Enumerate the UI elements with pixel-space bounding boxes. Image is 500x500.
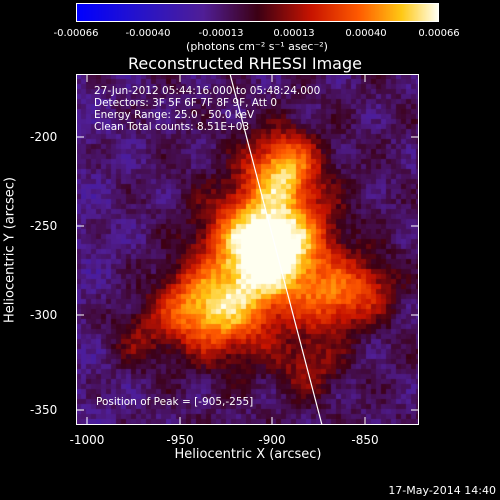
info-time-range: 27-Jun-2012 05:44:16.000 to 05:48:24.000 — [94, 85, 321, 97]
footer-date: 17-May-2014 14:40 — [388, 484, 496, 497]
x-axis-label: Heliocentric X (arcsec) — [174, 447, 322, 462]
colorbar-unit-label: (photons cm⁻² s⁻¹ asec⁻²) — [186, 40, 328, 53]
solar-limb-line — [229, 74, 323, 425]
colorbar-tick-label: 0.00040 — [345, 28, 387, 39]
rhessi-intensity-map — [76, 74, 419, 425]
plot-frame — [76, 74, 419, 425]
colorbar-tick-label: -0.00013 — [198, 28, 244, 39]
y-axis-label: Heliocentric Y (arcsec) — [2, 177, 18, 323]
info-clean-counts: Clean Total counts: 8.51E+03 — [94, 121, 250, 133]
x-tick-label: -950 — [166, 433, 194, 447]
colorbar-tick-label: 0.00013 — [273, 28, 315, 39]
y-tick-label: -300 — [30, 308, 58, 322]
y-tick-label: -200 — [30, 130, 58, 144]
x-tick-label: -1000 — [69, 433, 105, 447]
image-title: Reconstructed RHESSI Image — [128, 54, 362, 73]
colorbar-tick-label: 0.00066 — [418, 28, 460, 39]
colorbar-tick-label: -0.00066 — [53, 28, 99, 39]
info-detectors: Detectors: 3F 5F 6F 7F 8F 9F, Att 0 — [94, 97, 278, 109]
plot-overlay — [76, 74, 419, 425]
y-tick-label: -250 — [30, 219, 58, 233]
peak-position-label: Position of Peak = [-905,-255] — [96, 396, 254, 408]
y-tick-label: -350 — [30, 403, 58, 417]
x-tick-label: -900 — [258, 433, 286, 447]
colorbar — [76, 3, 439, 22]
rhessi-image-plot: 27-Jun-2012 05:44:16.000 to 05:48:24.000… — [76, 74, 419, 425]
colorbar-tick-label: -0.00040 — [125, 28, 171, 39]
info-energy-range: Energy Range: 25.0 - 50.0 keV — [94, 109, 255, 121]
x-tick-label: -850 — [351, 433, 379, 447]
